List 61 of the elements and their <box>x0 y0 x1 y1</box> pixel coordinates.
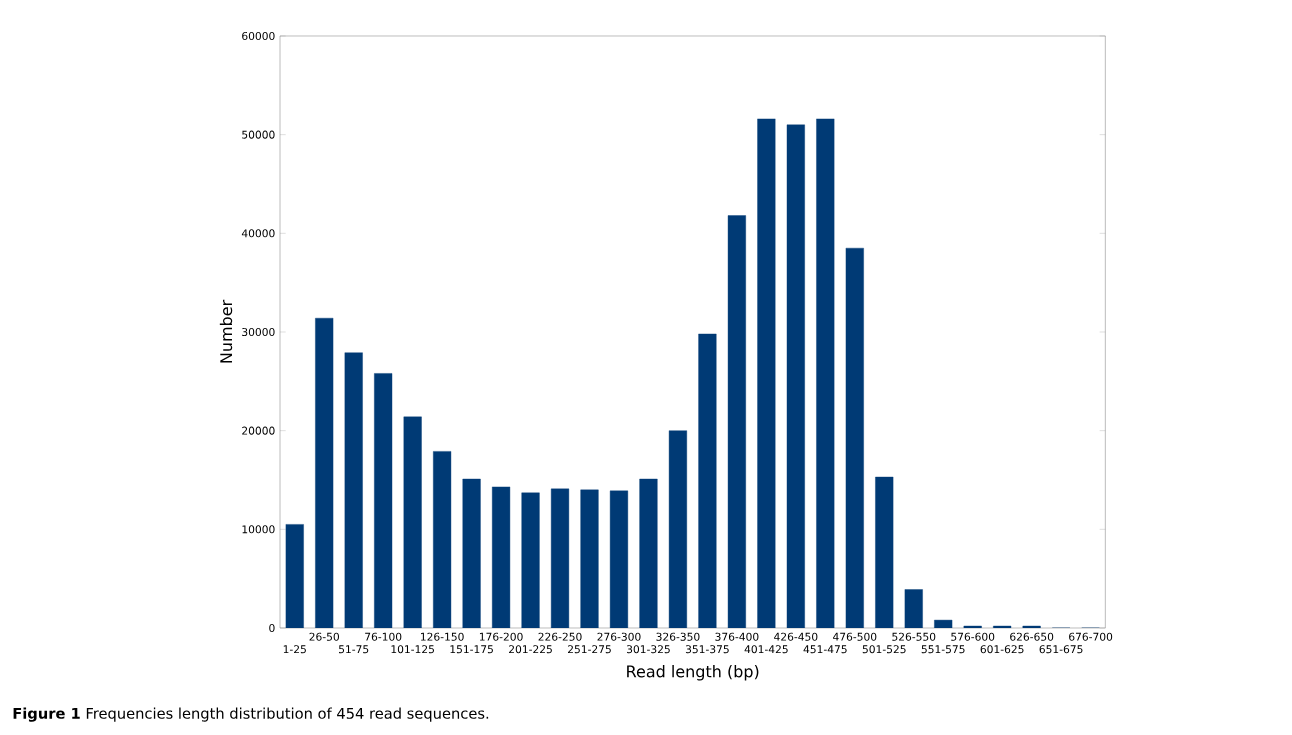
x-tick-label: 51-75 <box>339 645 369 654</box>
x-tick-label: 601-625 <box>980 645 1024 654</box>
x-tick-label: 576-600 <box>951 632 995 641</box>
bar <box>344 352 363 629</box>
bar <box>786 124 805 629</box>
x-tick-label: 276-300 <box>597 632 641 641</box>
x-tick-label: 226-250 <box>538 632 582 641</box>
bar <box>285 524 304 629</box>
x-tick-label: 401-425 <box>744 645 788 654</box>
x-tick-label: 501-525 <box>862 645 906 654</box>
x-tick-label: 651-675 <box>1039 645 1083 654</box>
bar <box>698 333 717 629</box>
y-tick-label: 0 <box>269 624 275 633</box>
bar <box>816 118 835 629</box>
bar <box>433 451 452 629</box>
x-tick-label: 626-650 <box>1010 632 1054 641</box>
bar <box>934 620 953 629</box>
y-axis-title: Number <box>219 300 233 363</box>
bar <box>639 478 658 629</box>
bar <box>727 215 746 629</box>
y-tick-label: 60000 <box>242 32 275 41</box>
x-tick-label: 351-375 <box>685 645 729 654</box>
x-tick-label: 476-500 <box>833 632 877 641</box>
y-tick-label: 40000 <box>241 229 275 238</box>
bar <box>374 373 393 629</box>
x-tick-label: 26-50 <box>309 632 340 641</box>
x-tick-label: 101-125 <box>391 645 434 654</box>
x-tick-label: 151-175 <box>450 645 493 654</box>
x-tick-label: 201-225 <box>509 645 552 654</box>
bar <box>580 489 599 629</box>
x-axis-title: Read length (bp) <box>627 665 759 681</box>
bar <box>550 488 570 629</box>
y-tick-label: 20000 <box>242 426 275 435</box>
x-tick-label: 526-550 <box>892 632 936 641</box>
y-tick-label: 30000 <box>242 328 275 337</box>
x-tick-label: 176-200 <box>479 632 523 641</box>
text: Figure 1 Frequencies length distribution of 454 read sequences. <box>13 707 489 722</box>
x-tick-label: 551-575 <box>921 645 965 654</box>
x-tick-label: 1-25 <box>283 645 306 654</box>
x-tick-label: 251-275 <box>567 645 611 654</box>
bar <box>403 416 422 629</box>
x-tick-label: 326-350 <box>656 632 700 641</box>
bar <box>315 318 334 629</box>
bar <box>609 490 629 629</box>
y-tick-label: 50000 <box>242 130 275 139</box>
bar <box>875 477 894 629</box>
bar <box>668 430 687 629</box>
bar <box>904 589 923 629</box>
bar <box>492 486 511 629</box>
x-tick-label: 126-150 <box>421 632 464 641</box>
bar <box>462 478 481 629</box>
x-tick-label: 376-400 <box>715 632 759 641</box>
y-tick-label: 10000 <box>242 525 275 534</box>
x-tick-label: 301-325 <box>626 645 670 654</box>
bar <box>521 492 540 629</box>
x-tick-label: 76-100 <box>365 632 402 641</box>
x-tick-label: 451-475 <box>803 645 847 654</box>
bar <box>845 248 864 629</box>
x-tick-label: 426-450 <box>774 632 818 641</box>
x-tick-label: 676-700 <box>1069 632 1113 641</box>
bar <box>757 118 776 629</box>
